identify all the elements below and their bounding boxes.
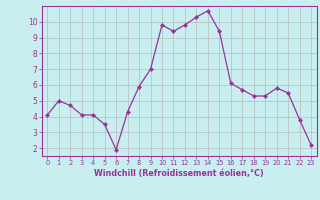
- X-axis label: Windchill (Refroidissement éolien,°C): Windchill (Refroidissement éolien,°C): [94, 169, 264, 178]
